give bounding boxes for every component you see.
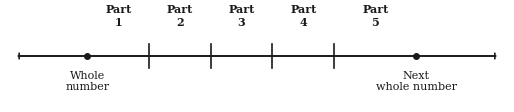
Text: Part
3: Part 3 <box>228 4 255 28</box>
Text: Next
whole number: Next whole number <box>376 71 457 92</box>
Text: Part
1: Part 1 <box>105 4 132 28</box>
Text: Part
2: Part 2 <box>167 4 193 28</box>
Text: Part
5: Part 5 <box>362 4 389 28</box>
Text: Whole
number: Whole number <box>65 71 109 92</box>
Text: Part
4: Part 4 <box>290 4 317 28</box>
